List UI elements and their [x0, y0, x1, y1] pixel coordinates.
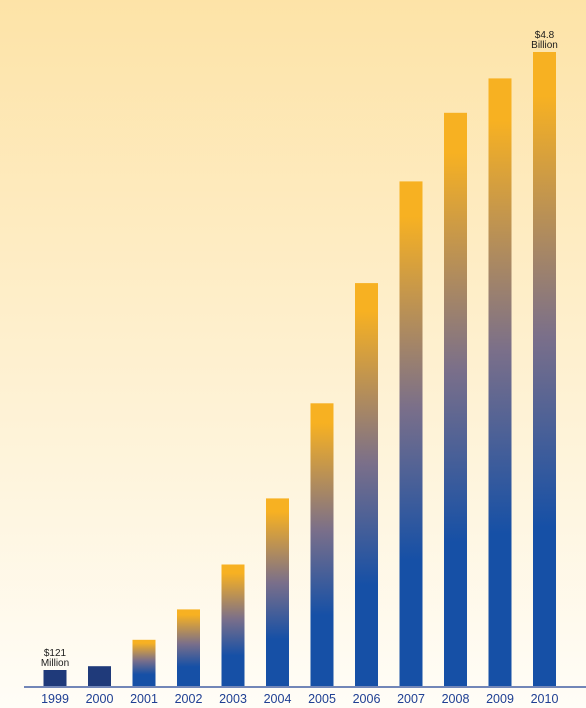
bar-2009 — [488, 78, 512, 686]
bar-2002 — [177, 609, 200, 686]
x-tick-label-2003: 2003 — [219, 692, 247, 706]
bar-2007 — [399, 181, 423, 686]
x-tick-label-2010: 2010 — [531, 692, 559, 706]
x-tick-label-2009: 2009 — [486, 692, 514, 706]
data-label-2010-line-2: Billion — [531, 40, 558, 51]
x-axis-ticks: 1999 2000 2001 2002 2003 2004 2005 2006 2007 2008… — [41, 692, 558, 706]
x-tick-label-1999: 1999 — [41, 692, 69, 706]
bar-2006 — [355, 283, 378, 686]
bar-2003 — [221, 564, 245, 686]
data-label-1999-line-2: Million — [41, 658, 69, 669]
bar-2000 — [88, 666, 111, 686]
x-tick-label-2006: 2006 — [353, 692, 381, 706]
bar-2010 — [533, 52, 556, 686]
x-tick-label-2005: 2005 — [308, 692, 336, 706]
bar-2004 — [266, 498, 289, 686]
x-tick-label-2001: 2001 — [130, 692, 158, 706]
bars — [43, 52, 556, 687]
bar-2005 — [310, 403, 334, 686]
x-tick-label-2007: 2007 — [397, 692, 425, 706]
bar-1999 — [43, 670, 67, 686]
data-label-2010-line-1: $4.8 — [535, 30, 555, 41]
bar-2008 — [444, 112, 467, 687]
x-tick-label-2004: 2004 — [264, 692, 292, 706]
x-tick-label-2000: 2000 — [86, 692, 114, 706]
bar-2001 — [132, 639, 156, 686]
x-tick-label-2002: 2002 — [175, 692, 203, 706]
data-label-1999-line-1: $121 — [44, 648, 67, 659]
x-tick-label-2008: 2008 — [442, 692, 470, 706]
